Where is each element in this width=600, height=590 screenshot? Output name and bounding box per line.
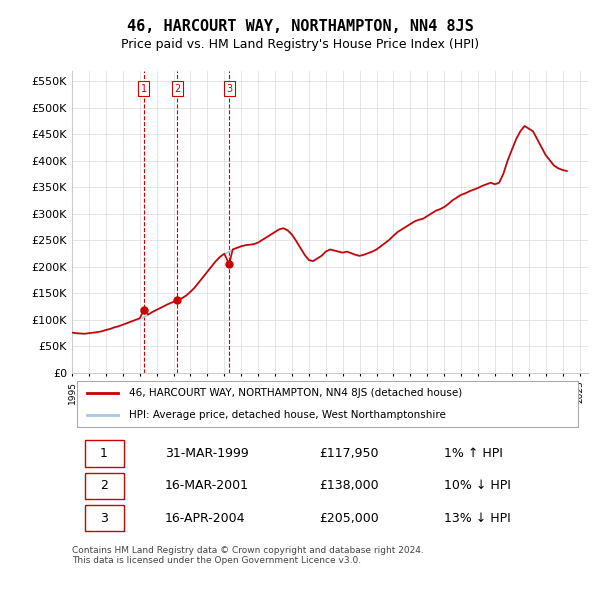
Text: HPI: Average price, detached house, West Northamptonshire: HPI: Average price, detached house, West… — [129, 410, 446, 420]
Text: 46, HARCOURT WAY, NORTHAMPTON, NN4 8JS: 46, HARCOURT WAY, NORTHAMPTON, NN4 8JS — [127, 19, 473, 34]
Text: 46, HARCOURT WAY, NORTHAMPTON, NN4 8JS (detached house): 46, HARCOURT WAY, NORTHAMPTON, NN4 8JS (… — [129, 388, 462, 398]
Text: 1: 1 — [100, 447, 108, 460]
Text: 16-MAR-2001: 16-MAR-2001 — [165, 479, 249, 492]
Text: Price paid vs. HM Land Registry's House Price Index (HPI): Price paid vs. HM Land Registry's House … — [121, 38, 479, 51]
Text: 2: 2 — [174, 84, 180, 94]
FancyBboxPatch shape — [85, 441, 124, 467]
Text: £138,000: £138,000 — [320, 479, 379, 492]
Text: 31-MAR-1999: 31-MAR-1999 — [165, 447, 248, 460]
FancyBboxPatch shape — [85, 473, 124, 499]
Text: 2: 2 — [100, 479, 108, 492]
Text: £205,000: £205,000 — [320, 512, 379, 525]
FancyBboxPatch shape — [85, 505, 124, 531]
Text: 1: 1 — [141, 84, 147, 94]
Text: 13% ↓ HPI: 13% ↓ HPI — [443, 512, 510, 525]
Text: 10% ↓ HPI: 10% ↓ HPI — [443, 479, 511, 492]
Text: Contains HM Land Registry data © Crown copyright and database right 2024.
This d: Contains HM Land Registry data © Crown c… — [72, 546, 424, 565]
Text: 1% ↑ HPI: 1% ↑ HPI — [443, 447, 502, 460]
Text: 3: 3 — [226, 84, 232, 94]
Text: £117,950: £117,950 — [320, 447, 379, 460]
FancyBboxPatch shape — [77, 382, 578, 427]
Text: 16-APR-2004: 16-APR-2004 — [165, 512, 245, 525]
Text: 3: 3 — [100, 512, 108, 525]
